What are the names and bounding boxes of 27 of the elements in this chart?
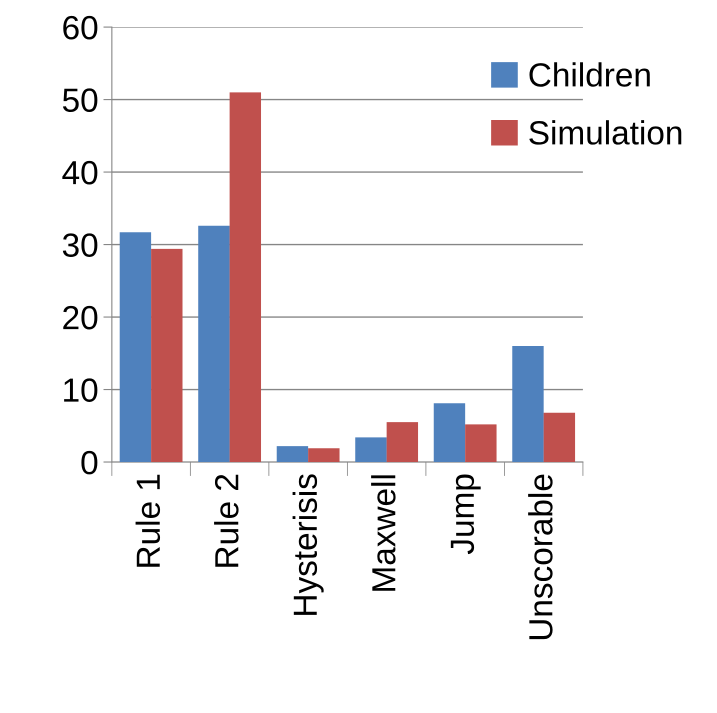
x-tick-label: Hysterisis [292, 474, 324, 615]
y-tick-label: 40 [62, 160, 98, 184]
y-tick-label: 10 [64, 378, 98, 402]
bar [151, 248, 183, 462]
y-tick-label: 50 [62, 88, 98, 112]
x-tick-label: Unscorable [528, 474, 553, 640]
legend-label: Children [529, 62, 650, 87]
y-tick-label: 30 [62, 233, 98, 257]
bar [230, 92, 262, 462]
x-tick-label: Maxwell [371, 475, 396, 591]
bar [434, 403, 466, 462]
y-tick-label: 20 [63, 306, 98, 330]
x-tick-label: Rule 2 [214, 474, 239, 567]
x-tick-label: Jump [450, 474, 481, 554]
bar [120, 232, 152, 462]
bar [308, 448, 340, 462]
x-tick-label: Rule 1 [136, 474, 160, 567]
bar [355, 437, 387, 462]
bar [276, 446, 308, 462]
bar [544, 412, 576, 462]
bar [386, 422, 418, 462]
y-tick-label: 0 [81, 450, 98, 474]
legend-label: Simulation [529, 120, 682, 145]
bar [512, 346, 544, 462]
y-tick-label: 60 [63, 16, 98, 40]
bar [465, 424, 497, 462]
bar [198, 226, 230, 462]
